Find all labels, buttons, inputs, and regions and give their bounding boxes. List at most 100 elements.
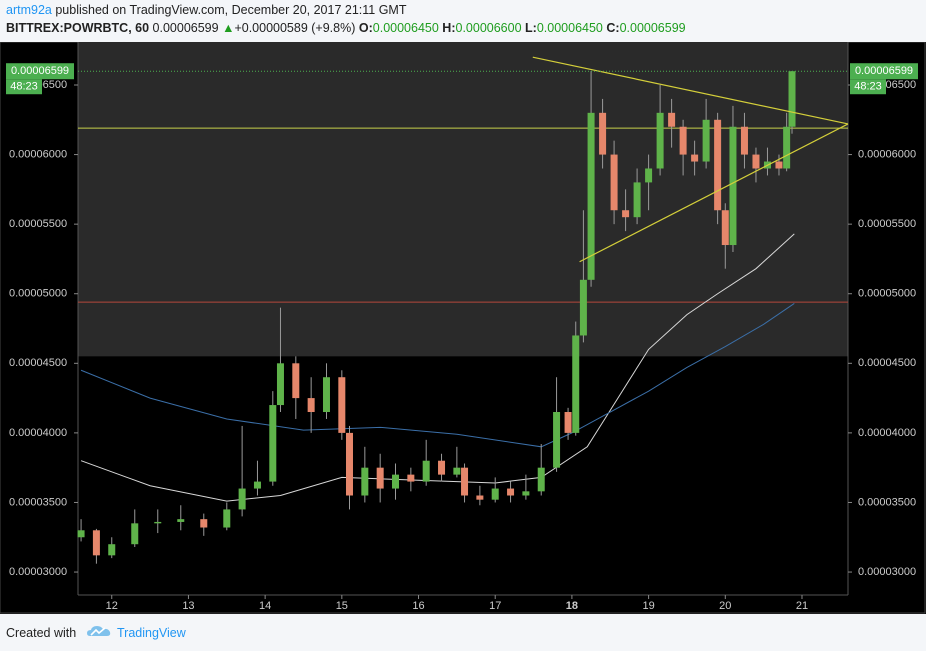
candle-body: [338, 377, 346, 433]
chart: 0.00003000 0.00003000 0.00003500 0.00003500…: [0, 42, 926, 614]
countdown: 48:23: [854, 81, 882, 93]
y-tick-label: 0.00004000: [858, 427, 916, 439]
x-tick-label: 14: [259, 600, 271, 612]
candle-body: [775, 161, 783, 169]
candle-body: [507, 488, 515, 496]
o: 0.00006450: [372, 21, 439, 35]
y-tick-label: 0.00005000: [858, 288, 916, 300]
trend-line: [579, 123, 849, 263]
candle-body: [714, 119, 722, 211]
x-tick-label: 19: [642, 600, 654, 612]
y-tick-label: 0.00003500: [858, 496, 916, 508]
candle-body: [200, 519, 208, 528]
x-tick-label: 21: [796, 600, 808, 612]
candle-body: [752, 154, 760, 169]
author[interactable]: artm92a: [6, 3, 52, 17]
candle-body: [453, 467, 461, 475]
h: 0.00006600: [455, 21, 522, 35]
countdown-box: [6, 79, 42, 95]
y-tick-label: 0.00005000: [9, 288, 67, 300]
candle-body: [788, 71, 796, 127]
footer-text: Created with: [6, 626, 77, 640]
header-line: BITTREX:POWRBTC, 60 0.00006599 ▲+0.00000…: [6, 21, 686, 35]
candle-body: [679, 126, 687, 155]
candle-body: [269, 405, 277, 482]
x-tick-label: 16: [412, 600, 424, 612]
candle-body: [572, 335, 580, 433]
candle-body: [610, 154, 618, 211]
candle-body: [276, 363, 284, 406]
header-line: artm92a published on TradingView.com, De…: [6, 3, 406, 17]
logo: [87, 626, 111, 636]
candle-body: [422, 460, 430, 482]
candle-body: [537, 467, 545, 492]
y-tick-label: 0.00003000: [9, 566, 67, 578]
candle-body: [292, 363, 300, 399]
y-tick-label: 0.00006000: [9, 148, 67, 160]
h-label: H:: [442, 21, 456, 35]
y-tick-label: 0.00004500: [858, 357, 916, 369]
x-tick-label: 15: [336, 600, 348, 612]
x-tick-label: 17: [489, 600, 501, 612]
candle-body: [307, 398, 315, 413]
candle-body: [564, 412, 572, 433]
candle-body: [77, 530, 85, 538]
price-label: 0.00006599: [855, 65, 913, 77]
y-tick-label: 0.00005500: [858, 218, 916, 230]
candle-body: [729, 126, 737, 246]
price: 0.00006599: [152, 21, 219, 35]
candle-body: [476, 495, 484, 500]
x-tick-label: 12: [106, 600, 118, 612]
candle-body: [740, 126, 748, 155]
candle-body: [553, 412, 561, 468]
candle-body: [177, 519, 185, 522]
candle-body: [392, 474, 400, 489]
y-tick-label: 0.00003500: [9, 496, 67, 508]
y-tick-label: 0.00004000: [9, 427, 67, 439]
candle-body: [345, 432, 353, 496]
candle-body: [522, 491, 530, 496]
candle-body: [376, 467, 384, 489]
x-tick-label: 20: [719, 600, 731, 612]
brand[interactable]: TradingView: [117, 626, 186, 640]
trend-line: [532, 56, 849, 125]
candle-body: [322, 377, 330, 413]
y-tick-label: 0.00003000: [858, 566, 916, 578]
candle-body: [599, 112, 607, 155]
candle-body: [656, 112, 664, 169]
candle-body: [491, 488, 499, 500]
candle-body: [783, 126, 791, 169]
candle-body: [238, 488, 246, 510]
candle-body: [668, 112, 676, 127]
arrow: ▲: [222, 21, 235, 35]
x-tick-label: 18: [566, 600, 578, 612]
y-tick-label: 0.00005500: [9, 218, 67, 230]
candle-body: [461, 467, 469, 496]
candle-body: [407, 474, 415, 482]
candle-body: [361, 467, 369, 496]
published: published on TradingView.com, December 2…: [55, 3, 407, 17]
candle-body: [721, 210, 729, 246]
l: 0.00006450: [536, 21, 603, 35]
candle-body: [579, 279, 587, 336]
l-label: L:: [525, 21, 537, 35]
countdown: 48:23: [10, 81, 38, 93]
c: 0.00006599: [619, 21, 686, 35]
countdown-box: [850, 79, 886, 95]
y-tick-label: 0.00004500: [9, 357, 67, 369]
change: +0.00000589 (+9.8%): [234, 21, 356, 35]
candle-body: [253, 481, 261, 489]
y-tick-label: 0.00006000: [858, 148, 916, 160]
o-label: O:: [358, 21, 373, 35]
price-label-box: [850, 63, 918, 80]
price-label: 0.00006599: [11, 65, 69, 77]
x-tick-label: 13: [182, 600, 194, 612]
candle-body: [645, 168, 653, 183]
candle-body: [622, 210, 630, 218]
price-label-box: [6, 63, 74, 80]
candle-body: [633, 182, 641, 218]
candle-body: [108, 544, 116, 556]
candle-body: [92, 530, 100, 556]
frame: [0, 42, 926, 614]
